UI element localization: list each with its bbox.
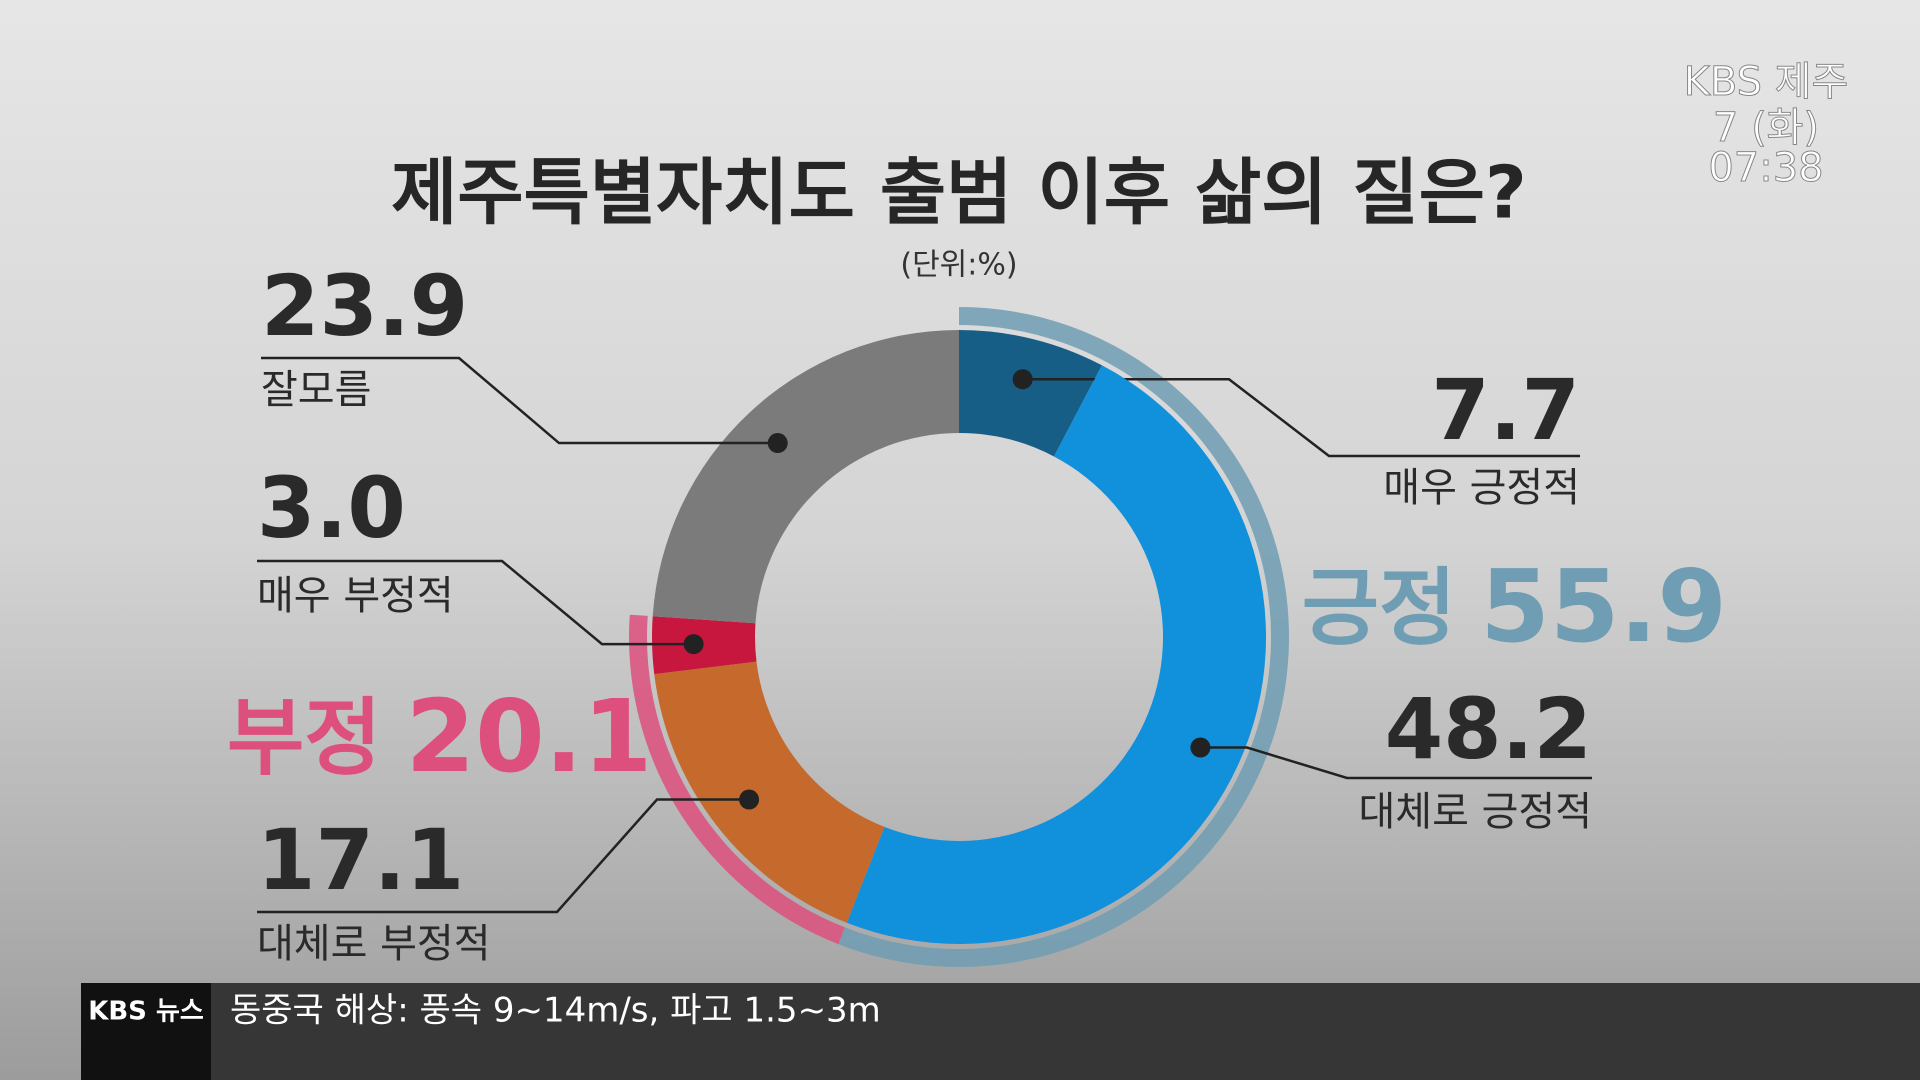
date: 7 (화) (1713, 105, 1819, 151)
leader-dot (767, 433, 788, 454)
leader-line (257, 798, 750, 914)
leader-line (1200, 746, 1592, 780)
group-name: 긍정 (1302, 559, 1457, 657)
channel-logo: KBS 제주 (1684, 59, 1849, 105)
leader-line (261, 356, 778, 445)
donut-segment (652, 616, 757, 675)
category-label: 잘모름 (261, 367, 371, 413)
leader-line (257, 559, 694, 646)
group-value: 20.1 (406, 678, 653, 795)
donut-segment (652, 330, 959, 624)
group-arc (628, 614, 845, 945)
value-label: 3.0 (257, 459, 406, 557)
unit-note: (단위:%) (900, 248, 1017, 283)
category-label: 대체로 긍정적 (1358, 789, 1592, 835)
value-label: 7.7 (1431, 361, 1580, 459)
category-label: 대체로 부정적 (257, 921, 491, 967)
leader-dot (1012, 369, 1033, 390)
value-label: 23.9 (261, 257, 468, 355)
donut-segment (959, 330, 1102, 457)
donut-segment (846, 365, 1266, 944)
group-value: 55.9 (1480, 548, 1727, 665)
ticker-text: 동중국 해상: 풍속 9~14m/s, 파고 1.5~3m (230, 991, 881, 1031)
group-label: 긍정 55.9 (1302, 548, 1727, 665)
leader-line (1022, 377, 1580, 458)
value-label: 48.2 (1385, 680, 1592, 778)
ticker-label: KBS 뉴스 (88, 997, 204, 1027)
group-label: 부정 20.1 (227, 678, 652, 795)
group-name: 부정 (227, 689, 382, 787)
ticker-bar (81, 983, 1920, 1080)
chart-title: 제주특별자치도 출범 이후 삶의 질은? (391, 151, 1527, 235)
donut-segment (654, 661, 885, 923)
leader-dot (683, 634, 704, 655)
time: 07:38 (1708, 145, 1823, 191)
category-label: 매우 부정적 (257, 573, 454, 619)
category-label: 매우 긍정적 (1383, 465, 1580, 511)
ticker-label-box (81, 983, 211, 1080)
value-label: 17.1 (257, 811, 464, 909)
leader-dot (739, 789, 760, 810)
leader-dot (1190, 737, 1211, 758)
